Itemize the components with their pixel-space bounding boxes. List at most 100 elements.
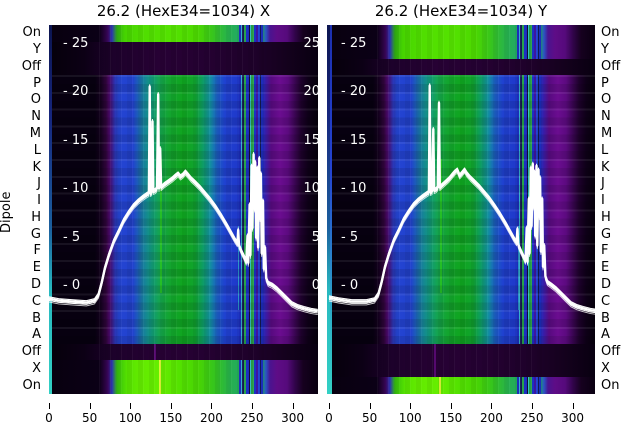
heatmap-left-edge-stripe bbox=[49, 25, 52, 394]
dipole-profile-curve bbox=[328, 83, 595, 315]
row-label: Off bbox=[21, 344, 41, 360]
value-tick-label-left: - 5 bbox=[63, 229, 81, 245]
value-tick-label-right: 15 bbox=[303, 132, 318, 148]
row-label: P bbox=[601, 75, 609, 91]
row-label: M bbox=[29, 126, 41, 142]
x-axis-tick-label: 0 bbox=[325, 411, 333, 425]
panel-title-x: 26.2 (HexE34=1034) X bbox=[96, 2, 271, 20]
value-tick-label-right: 0 bbox=[311, 278, 318, 293]
row-label: K bbox=[32, 159, 41, 175]
row-label: F bbox=[33, 243, 41, 259]
row-label: D bbox=[601, 276, 612, 292]
feature-green-streak bbox=[160, 159, 163, 294]
x-axis-tick-label: 200 bbox=[199, 411, 223, 425]
feature-cyan-line bbox=[517, 226, 519, 311]
value-tick-label-right: 5 bbox=[311, 229, 318, 245]
value-tick-label-left: - 20 bbox=[63, 84, 89, 100]
heatmap-panel-x: - 25 - 20 - 15 - 10 - 5 - 0 25 20 15 10 5 0 bbox=[49, 25, 318, 394]
panel-title-y: 26.2 (HexE34=1034) Y bbox=[374, 2, 548, 20]
heatmap-band-off-bottom bbox=[49, 343, 318, 361]
value-tick-label-right: 25 bbox=[303, 36, 318, 51]
row-label: I bbox=[37, 193, 41, 209]
feature-lime-streak bbox=[159, 360, 162, 394]
feature-purple-line bbox=[434, 343, 437, 378]
row-label: X bbox=[601, 360, 610, 376]
value-tick-label-left: - 5 bbox=[341, 229, 359, 245]
x-axis-tick bbox=[572, 403, 574, 409]
heatmap-col-steps bbox=[377, 25, 542, 394]
row-label: L bbox=[33, 142, 41, 158]
x-axis-tick bbox=[49, 403, 50, 409]
row-label: Y bbox=[33, 42, 41, 58]
row-label: Off bbox=[21, 58, 41, 74]
value-tick-label-left: - 25 bbox=[63, 36, 89, 51]
x-axis-tick-label: 300 bbox=[281, 411, 305, 425]
x-axis-tick-label: 100 bbox=[118, 411, 142, 425]
heatmap-field bbox=[49, 25, 318, 394]
heatmap-panel-y: - 25 - 20 - 15 - 10 - 5 - 0 bbox=[327, 25, 595, 394]
x-axis-tick bbox=[211, 403, 213, 409]
heatmap-col-steps bbox=[99, 25, 264, 394]
value-tick-label-left: - 0 bbox=[63, 278, 81, 293]
x-axis-tick-label: 100 bbox=[398, 411, 422, 425]
heatmap-left-edge-stripe bbox=[327, 25, 330, 394]
value-tick-label-right: 10 bbox=[303, 181, 318, 197]
row-label: M bbox=[601, 126, 613, 142]
row-label: Y bbox=[601, 42, 609, 58]
row-label: N bbox=[601, 109, 611, 125]
row-label: O bbox=[601, 92, 612, 108]
row-label: C bbox=[31, 293, 41, 309]
row-label: N bbox=[31, 109, 41, 125]
x-axis-tick bbox=[89, 403, 91, 409]
row-label: A bbox=[601, 327, 610, 343]
x-axis-tick-label: 250 bbox=[520, 411, 544, 425]
x-axis-tick bbox=[329, 403, 330, 409]
value-tick-label-left: - 10 bbox=[341, 181, 367, 197]
row-label: O bbox=[30, 92, 41, 108]
row-label: E bbox=[32, 260, 41, 276]
x-axis-tick bbox=[369, 403, 371, 409]
row-label: E bbox=[601, 260, 610, 276]
x-axis-tick-label: 150 bbox=[439, 411, 463, 425]
row-label: B bbox=[601, 310, 610, 326]
row-label: H bbox=[601, 209, 611, 225]
x-axis-tick bbox=[491, 403, 493, 409]
x-axis-tick bbox=[130, 403, 132, 409]
row-label: H bbox=[31, 209, 41, 225]
x-axis-tick bbox=[532, 403, 533, 409]
row-label: On bbox=[601, 25, 620, 41]
x-axis-tick bbox=[170, 403, 172, 409]
row-label: On bbox=[601, 377, 620, 393]
row-label: J bbox=[601, 176, 605, 192]
value-tick-label-right: 20 bbox=[303, 84, 318, 100]
x-axis-tick-label: 50 bbox=[81, 411, 98, 425]
heatmap-field bbox=[327, 25, 595, 394]
x-axis-tick-label: 250 bbox=[240, 411, 264, 425]
x-axis-left: 0 50 100 150 200 250 300 bbox=[45, 394, 318, 440]
heatmap-left-edge-blue-line bbox=[330, 25, 332, 394]
row-label: F bbox=[601, 243, 609, 259]
feature-lime-streak bbox=[439, 377, 442, 394]
feature-green-streak bbox=[440, 159, 443, 294]
value-tick-label-left: - 20 bbox=[341, 84, 367, 100]
heatmap-band-off-top bbox=[327, 58, 595, 76]
value-tick-label-left: - 15 bbox=[341, 132, 367, 148]
row-label: P bbox=[33, 75, 41, 91]
row-labels-right: On Y Off P O N M L K J I H G F E D C B A Off X On bbox=[601, 0, 637, 440]
x-axis-tick-label: 50 bbox=[361, 411, 378, 425]
row-label: On bbox=[22, 377, 41, 393]
feature-purple-line bbox=[154, 343, 157, 361]
row-label: Off bbox=[601, 58, 621, 74]
row-label: I bbox=[601, 193, 605, 209]
x-axis-tick-label: 0 bbox=[45, 411, 53, 425]
row-label: D bbox=[30, 276, 41, 292]
row-label: G bbox=[601, 226, 612, 242]
x-axis-tick bbox=[292, 403, 294, 409]
x-axis-tick-label: 200 bbox=[479, 411, 503, 425]
row-label: X bbox=[32, 360, 41, 376]
row-label: C bbox=[601, 293, 611, 309]
x-axis-tick-label: 150 bbox=[159, 411, 183, 425]
value-tick-label-left: - 25 bbox=[341, 36, 367, 51]
row-labels-left: On Y Off P O N M L K J I H G F E D C B A Off X On bbox=[6, 0, 41, 440]
